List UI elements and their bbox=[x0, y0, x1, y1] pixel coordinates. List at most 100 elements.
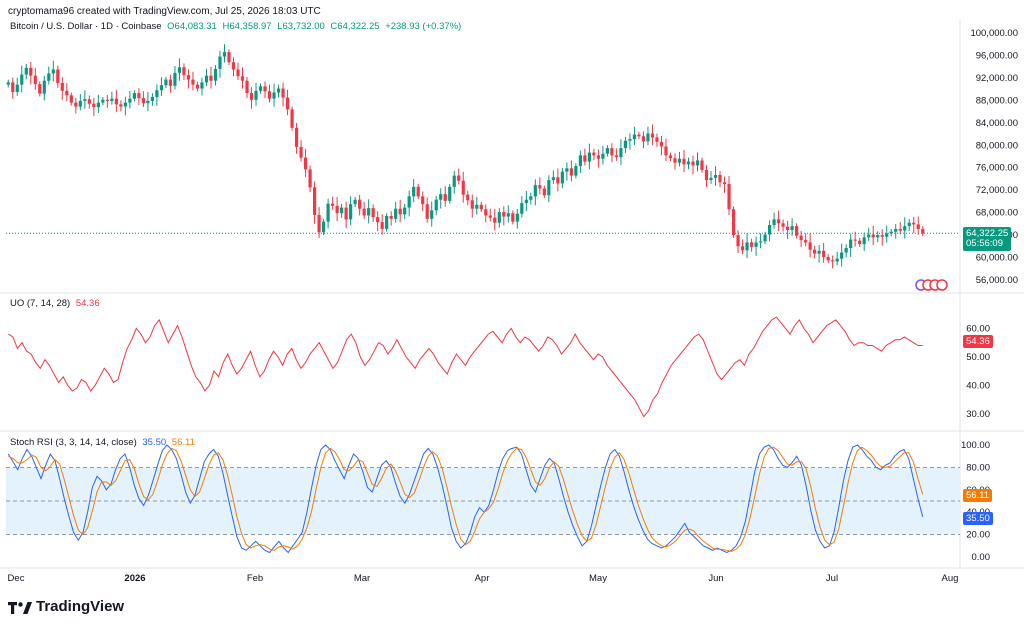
uo-label[interactable]: UO (7, 14, 28) bbox=[10, 298, 71, 309]
candle-body bbox=[398, 208, 402, 215]
candle-body bbox=[488, 215, 492, 218]
candle-body bbox=[299, 146, 303, 158]
candle-body bbox=[448, 186, 452, 201]
candle-body bbox=[596, 155, 600, 159]
candle-body bbox=[367, 208, 371, 216]
candle-body bbox=[11, 82, 15, 92]
candle-body bbox=[38, 84, 42, 94]
candle-body bbox=[349, 204, 353, 220]
change-value: +238.93 (+0.37%) bbox=[385, 21, 462, 32]
candle-body bbox=[353, 199, 357, 205]
candle-body bbox=[587, 152, 591, 162]
candle-body bbox=[601, 153, 605, 159]
candle-body bbox=[83, 99, 87, 101]
candle-body bbox=[912, 222, 916, 225]
candle-body bbox=[542, 188, 546, 196]
candle-body bbox=[439, 194, 443, 200]
price-tick-6: 76,000.00 bbox=[976, 163, 1018, 174]
candle-body bbox=[380, 222, 384, 229]
candle-body bbox=[412, 186, 416, 197]
symbol-name[interactable]: Bitcoin / U.S. Dollar · 1D · Coinbase bbox=[10, 21, 162, 32]
candle-body bbox=[677, 158, 682, 163]
candle-body bbox=[209, 75, 213, 81]
uo-tick-1: 50.00 bbox=[966, 352, 990, 363]
candle-body bbox=[520, 203, 524, 214]
candle-body bbox=[646, 133, 650, 142]
stoch-legend: Stoch RSI (3, 3, 14, 14, close) 35.50 56… bbox=[10, 437, 198, 448]
time-tick-8: Aug bbox=[942, 573, 959, 584]
candle-body bbox=[614, 155, 619, 158]
stoch-label[interactable]: Stoch RSI (3, 3, 14, 14, close) bbox=[10, 437, 137, 448]
high-value: H64,358.97 bbox=[222, 21, 272, 32]
stoch-tick-5: 0.00 bbox=[972, 552, 991, 563]
stoch-tick-4: 20.00 bbox=[966, 530, 990, 541]
candle-body bbox=[758, 241, 763, 243]
time-tick-2: Feb bbox=[247, 573, 263, 584]
candle-body bbox=[560, 171, 564, 184]
candle-body bbox=[326, 203, 330, 222]
price-tick-11: 56,000.00 bbox=[976, 275, 1018, 286]
candle-body bbox=[312, 187, 317, 215]
time-tick-5: May bbox=[589, 573, 607, 584]
candle-body bbox=[840, 252, 844, 259]
candle-body bbox=[470, 200, 474, 209]
candle-body bbox=[56, 69, 60, 83]
price-tick-1: 96,000.00 bbox=[976, 50, 1018, 61]
candle-body bbox=[128, 98, 132, 103]
candle-body bbox=[141, 98, 145, 104]
candle-body bbox=[227, 52, 231, 63]
candle-body bbox=[74, 102, 78, 107]
candle-body bbox=[655, 137, 659, 142]
price-tick-8: 68,000.00 bbox=[976, 208, 1018, 219]
candle-body bbox=[574, 166, 578, 176]
candle-body bbox=[403, 207, 407, 215]
candle-body bbox=[632, 134, 637, 140]
candle-body bbox=[813, 249, 817, 254]
candle-body bbox=[263, 86, 267, 92]
candle-body bbox=[385, 216, 389, 229]
time-tick-0: Dec bbox=[8, 573, 25, 584]
candle-body bbox=[736, 235, 740, 247]
price-legend: Bitcoin / U.S. Dollar · 1D · Coinbase O6… bbox=[10, 21, 464, 32]
candle-body bbox=[592, 152, 596, 156]
last-price-value: 64,322.25 bbox=[966, 228, 1009, 239]
candle-body bbox=[51, 69, 55, 74]
candle-body bbox=[376, 217, 380, 223]
candle-body bbox=[303, 157, 308, 170]
candle-body bbox=[921, 228, 925, 234]
candle-body bbox=[786, 226, 790, 231]
candle-body bbox=[358, 199, 362, 209]
candle-body bbox=[610, 148, 614, 156]
candle-body bbox=[114, 98, 118, 105]
candle-body bbox=[511, 213, 515, 222]
candle-body bbox=[650, 133, 655, 138]
candle-body bbox=[668, 155, 673, 159]
candle-body bbox=[916, 224, 920, 229]
candle-body bbox=[191, 79, 195, 85]
candle-body bbox=[862, 237, 866, 245]
candle-body bbox=[605, 148, 610, 154]
candle-body bbox=[317, 214, 321, 233]
price-tick-5: 80,000.00 bbox=[976, 140, 1018, 151]
brand-name: TradingView bbox=[36, 598, 125, 615]
price-tick-0: 100,000.00 bbox=[970, 28, 1018, 39]
candle-body bbox=[808, 242, 812, 250]
candle-body bbox=[700, 160, 704, 170]
candle-body bbox=[443, 194, 447, 201]
tradingview-brand[interactable]: TradingView bbox=[8, 598, 124, 615]
low-value: L63,732.00 bbox=[277, 21, 325, 32]
candle-body bbox=[416, 186, 420, 197]
candle-body bbox=[173, 72, 177, 86]
candle-body bbox=[394, 208, 398, 219]
candle-body bbox=[628, 139, 632, 141]
stoch-k-line bbox=[7, 444, 924, 554]
candle-body bbox=[186, 75, 191, 80]
candle-body bbox=[20, 74, 24, 85]
candle-body bbox=[682, 158, 686, 165]
candle-body bbox=[461, 180, 465, 195]
candle-body bbox=[249, 93, 254, 100]
candle-body bbox=[200, 82, 204, 89]
candle-body bbox=[903, 226, 907, 231]
candle-body bbox=[817, 250, 821, 254]
